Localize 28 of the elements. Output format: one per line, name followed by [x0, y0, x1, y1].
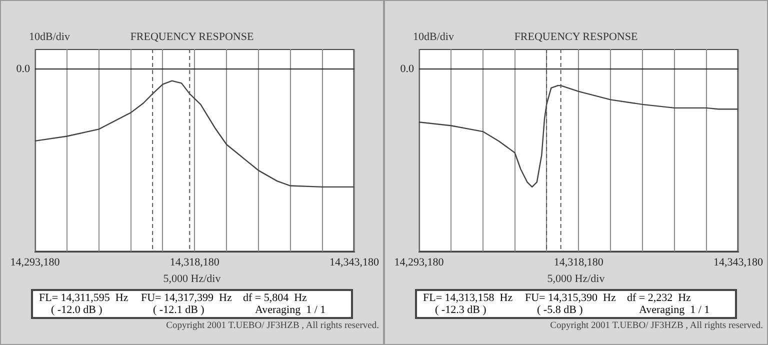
y-axis-title: 10dB/div	[29, 31, 70, 43]
x-tick-label: 14,343,180	[714, 256, 764, 268]
x-tick-label: 14,318,180	[554, 256, 604, 268]
x-axis-title: 5,000 Hz/div	[546, 273, 606, 287]
x-tick-label: 14,343,180	[330, 256, 380, 268]
x-axis-title: 5,000 Hz/div	[162, 273, 222, 287]
text: FU= 14,315,390 Hz	[525, 292, 617, 304]
text: Averaging 1 / 1	[254, 304, 327, 316]
text: ( -12.3 dB )	[434, 304, 488, 316]
ref-line-label: 0.0	[400, 62, 414, 75]
text: FL= 14,311,595 Hz	[39, 292, 130, 304]
text: Copyright 2001 T.UEBO/ JF3HZB , All rights reserved.	[165, 321, 379, 331]
text: Averaging 1 / 1	[638, 304, 711, 316]
text: FU= 14,317,399 Hz	[141, 292, 233, 304]
y-axis-title: 10dB/div	[413, 31, 454, 43]
text: df = 2,232 Hz	[627, 292, 692, 304]
text: ( -5.8 dB )	[536, 304, 584, 316]
chart-subtitle: FREQUENCY RESPONSE	[514, 31, 638, 43]
ref-line-label: 0.0	[16, 62, 30, 75]
x-tick-label: 14,318,180	[170, 256, 220, 268]
x-tick-label: 14,293,180	[394, 256, 444, 268]
x-tick-label: 14,293,180	[10, 256, 60, 268]
chart-subtitle: FREQUENCY RESPONSE	[130, 31, 254, 43]
text: Copyright 2001 T.UEBO/ JF3HZB , All rights reserved.	[549, 321, 763, 331]
text: df = 5,804 Hz	[243, 292, 308, 304]
text: FL= 14,313,158 Hz	[423, 292, 514, 304]
text: ( -12.0 dB )	[50, 304, 104, 316]
text: ( -12.1 dB )	[152, 304, 206, 316]
